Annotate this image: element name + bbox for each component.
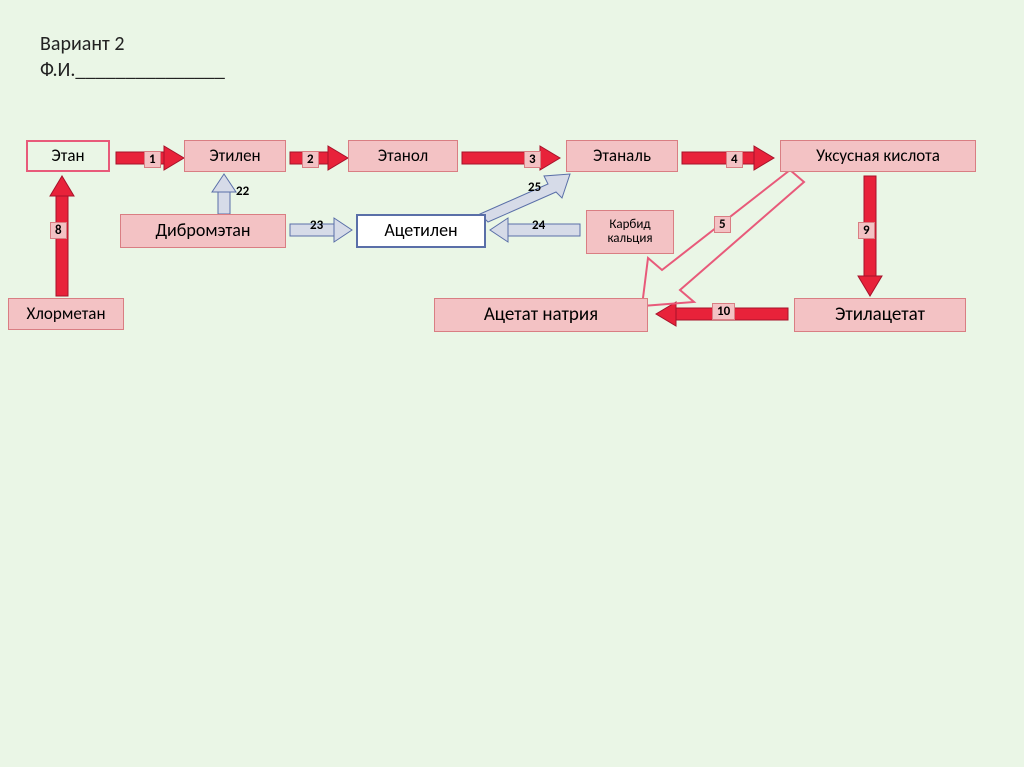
node-ethyl-acetate-label: Этилацетат [835, 305, 925, 326]
num-1: 1 [144, 151, 161, 168]
node-sodium-acetate-label: Ацетат натрия [484, 305, 598, 326]
node-acetic-acid: Уксусная кислота [780, 140, 976, 172]
node-ethane-label: Этан [51, 147, 84, 166]
node-ethylene: Этилен [184, 140, 286, 172]
num-4: 4 [726, 151, 743, 168]
node-ethanol-label: Этанол [378, 147, 428, 166]
variant-title: Вариант 2 [40, 32, 124, 56]
node-ethane: Этан [26, 140, 110, 172]
name-underline: _______________ [75, 58, 224, 82]
node-ethyl-acetate: Этилацетат [794, 298, 966, 332]
node-chloromethane: Хлорметан [8, 298, 124, 330]
node-chloromethane-label: Хлорметан [26, 305, 105, 324]
node-acetylene-label: Ацетилен [384, 221, 457, 241]
name-label: Ф.И. [40, 58, 75, 82]
node-acetic-acid-label: Уксусная кислота [816, 147, 940, 166]
num-8: 8 [50, 222, 67, 239]
arrow-2 [290, 146, 348, 170]
node-acetylene: Ацетилен [356, 214, 486, 248]
node-ethylene-label: Этилен [209, 147, 260, 166]
num-24: 24 [528, 218, 549, 233]
num-23: 23 [306, 218, 327, 233]
num-10: 10 [712, 303, 735, 320]
num-5: 5 [714, 216, 731, 233]
node-dibromoethane: Дибромэтан [120, 214, 286, 248]
num-3: 3 [524, 151, 541, 168]
node-ethanal-label: Этаналь [593, 147, 651, 166]
node-calcium-carbide-label: Карбид кальция [587, 218, 673, 247]
name-field-line: Ф.И._______________ [40, 58, 225, 82]
node-ethanal: Этаналь [566, 140, 678, 172]
arrows-layer [0, 0, 1024, 767]
node-calcium-carbide: Карбид кальция [586, 210, 674, 254]
node-dibromoethane-label: Дибромэтан [155, 221, 250, 241]
arrow-3 [462, 146, 560, 170]
node-ethanol: Этанол [348, 140, 458, 172]
num-25: 25 [524, 180, 545, 195]
num-2: 2 [302, 151, 319, 168]
num-22: 22 [232, 184, 253, 199]
node-sodium-acetate: Ацетат натрия [434, 298, 648, 332]
variant-title-text: Вариант 2 [40, 32, 124, 56]
num-9: 9 [858, 222, 875, 239]
